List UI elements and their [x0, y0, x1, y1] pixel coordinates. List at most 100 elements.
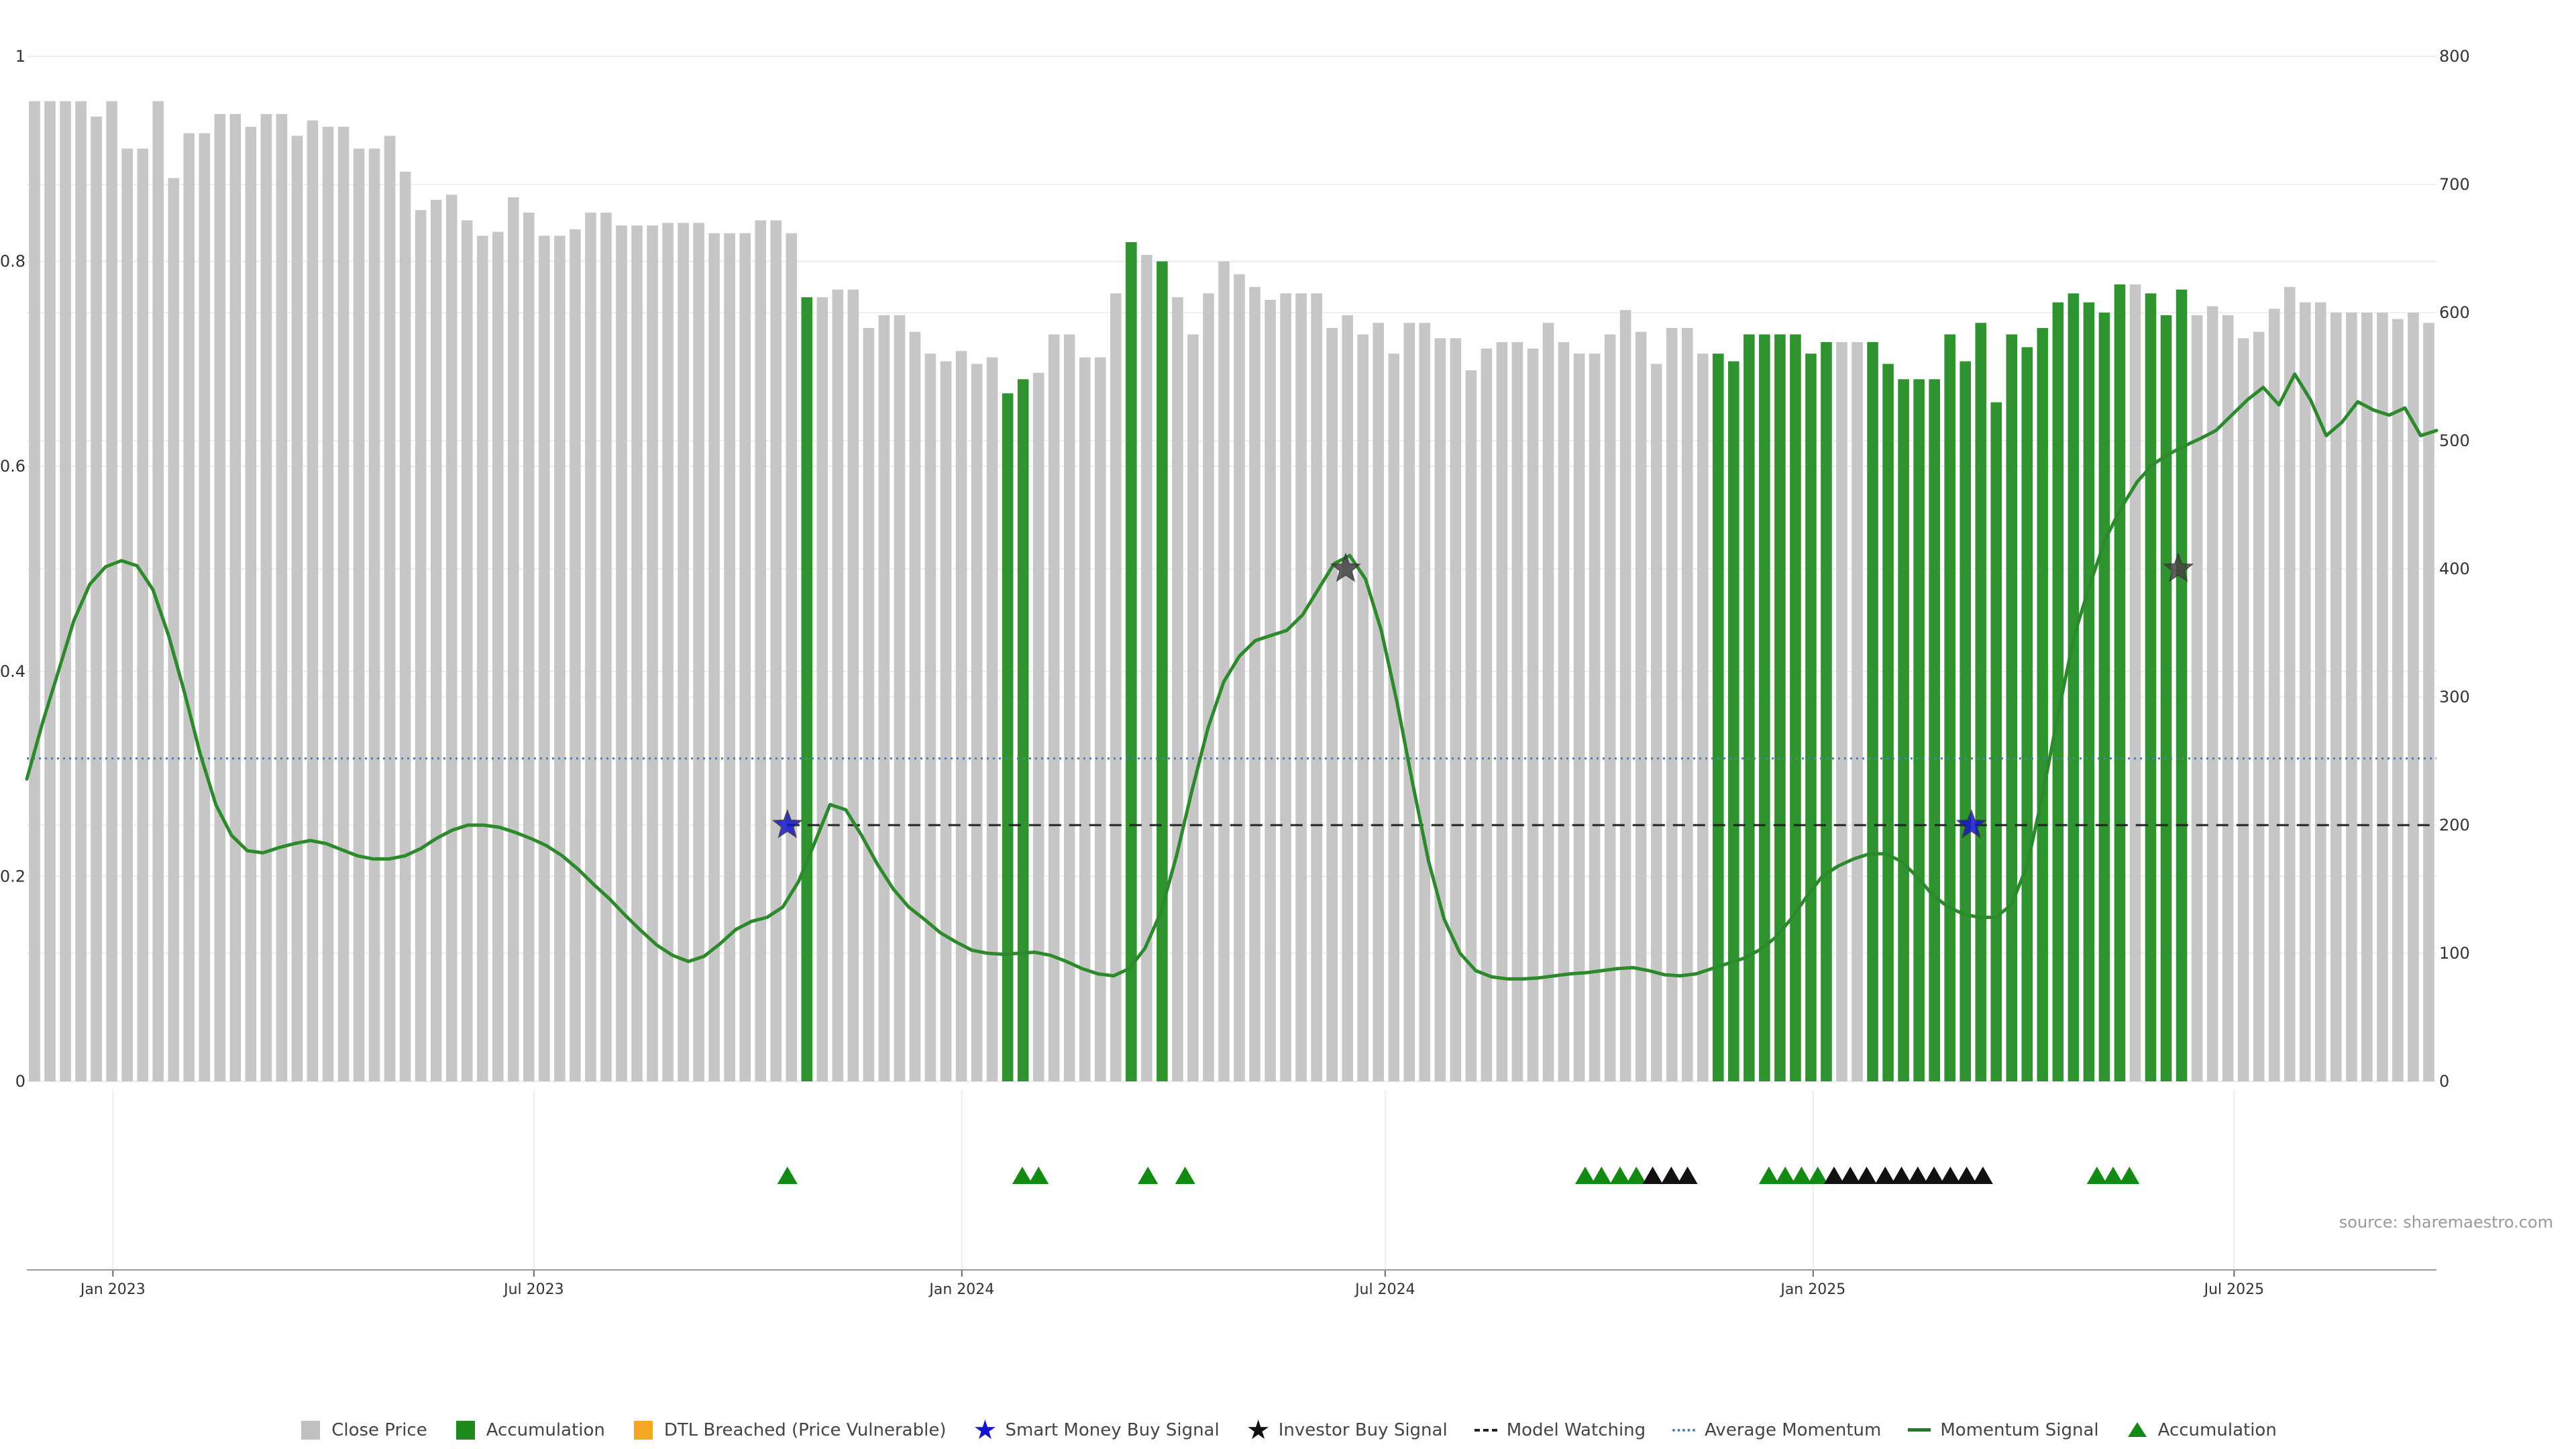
left-tick-label: 0: [15, 1072, 25, 1091]
accumulation-marker: [1626, 1167, 1647, 1184]
accumulation-bar: [1821, 341, 1832, 1082]
close-price-bar: [786, 233, 798, 1082]
close-price-bar: [1218, 261, 1230, 1082]
close-price-bar: [832, 289, 844, 1081]
accumulation-bar: [801, 297, 813, 1082]
close-price-bar: [1094, 357, 1106, 1081]
close-price-bar: [1342, 315, 1353, 1081]
accumulation-bar: [1126, 241, 1137, 1082]
accumulation-marker: [1791, 1167, 1812, 1184]
close-price-bar: [986, 357, 998, 1081]
close-price-bar: [1280, 293, 1291, 1082]
momentum-signal: [25, 372, 2438, 981]
legend-swatch: [454, 1421, 477, 1440]
close-price-bar: [1172, 297, 1183, 1082]
accumulation-marker: [1575, 1167, 1596, 1184]
legend-label: Model Watching: [1506, 1420, 1646, 1440]
close-price-bar: [291, 136, 303, 1081]
close-price-bar: [2377, 313, 2388, 1081]
close-price-bar: [2392, 319, 2404, 1081]
accumulation-bar: [2068, 293, 2080, 1082]
close-price-bar: [693, 223, 704, 1081]
accumulation-bar: [2083, 302, 2095, 1082]
close-price-bar: [1527, 348, 1539, 1081]
legend-item: Momentum Signal: [1908, 1420, 2099, 1440]
close-price-bar: [631, 225, 643, 1081]
source-note: source: sharemaestro.com: [2339, 1213, 2553, 1232]
close-price-bar: [508, 197, 519, 1082]
smart-money-buy-signal: [771, 808, 803, 839]
x-tick-label: Jan 2025: [1779, 1281, 1845, 1298]
accumulation-bar: [1002, 393, 1014, 1081]
legend-item: Accumulation: [2126, 1420, 2277, 1440]
accumulation-marker-strong: [1956, 1167, 1977, 1184]
close-price-bar: [2346, 313, 2357, 1081]
legend-label: DTL Breached (Price Vulnerable): [663, 1420, 947, 1440]
close-price-bar: [384, 136, 396, 1081]
close-price-bar: [476, 235, 488, 1081]
close-price-bar: [121, 148, 133, 1081]
accumulation-bar: [1960, 361, 1972, 1081]
accumulation-marker: [1775, 1167, 1796, 1184]
accumulation-bar: [2021, 347, 2033, 1081]
accumulation-marker-strong: [1856, 1167, 1877, 1184]
accumulation-marker: [2086, 1167, 2107, 1184]
close-price-bar: [1851, 341, 1863, 1082]
close-price-bar: [75, 101, 87, 1082]
left-tick-label: 1: [15, 47, 25, 66]
accumulation-marker-strong: [1891, 1167, 1912, 1184]
close-price-bar: [1079, 357, 1091, 1081]
accumulation-marker: [1138, 1167, 1159, 1184]
legend-swatch: ★: [973, 1415, 998, 1446]
close-price-bar: [955, 351, 967, 1081]
legend-swatch: ★: [1246, 1415, 1271, 1446]
close-price-bar: [1589, 354, 1601, 1081]
legend-label: Accumulation: [486, 1420, 605, 1440]
accumulation-marker-strong: [1824, 1167, 1844, 1184]
close-price-bar: [430, 199, 442, 1081]
accumulation-marker: [1591, 1167, 1612, 1184]
close-price-bars: [29, 101, 2434, 1082]
accumulation-marker: [777, 1167, 798, 1184]
left-tick-label: 0.6: [0, 457, 25, 476]
close-price-bar: [1604, 334, 1616, 1082]
right-tick-label: 200: [2439, 816, 2470, 835]
close-price-bar: [1203, 293, 1214, 1082]
close-price-bar: [461, 220, 473, 1082]
legend-item: DTL Breached (Price Vulnerable): [632, 1420, 947, 1440]
accumulation-marker-strong: [1677, 1167, 1698, 1184]
accumulation-bar: [1790, 334, 1801, 1082]
close-price-bar: [2315, 302, 2326, 1082]
investor-buy-signal: [2163, 552, 2194, 582]
close-price-bar: [2268, 309, 2280, 1081]
close-price-bar: [445, 195, 458, 1081]
legend-label: Accumulation: [2157, 1420, 2277, 1440]
legend-swatch: [2126, 1421, 2149, 1440]
close-price-bar: [1573, 354, 1585, 1081]
close-price-bar: [940, 361, 952, 1081]
accumulation-bar: [1944, 334, 1955, 1082]
left-tick-label: 0.4: [0, 662, 25, 681]
close-price-bar: [1666, 327, 1678, 1081]
accumulation-marker: [2119, 1167, 2140, 1184]
accumulation-marker-strong: [1940, 1167, 1961, 1184]
close-price-bar: [1465, 370, 1477, 1082]
close-price-bar: [2253, 331, 2265, 1081]
right-tick-label: 800: [2439, 47, 2470, 66]
close-price-bar: [1558, 341, 1570, 1082]
legend-item: Close Price: [299, 1420, 427, 1440]
accumulation-marker-strong: [1642, 1167, 1663, 1184]
accumulation-marker: [1610, 1167, 1631, 1184]
x-tick-label: Jul 2025: [2203, 1281, 2265, 1298]
accumulation-bar: [1929, 379, 1940, 1081]
close-price-bar: [678, 223, 689, 1081]
x-tick-label: Jan 2023: [79, 1281, 146, 1298]
close-price-bar: [1326, 327, 1338, 1081]
accumulation-marker-strong: [1875, 1167, 1896, 1184]
close-price-bar: [168, 178, 180, 1082]
close-price-bar: [1388, 354, 1400, 1081]
legend-label: Momentum Signal: [1940, 1420, 2099, 1440]
momentum-signal-line: [25, 372, 2438, 981]
close-price-bar: [585, 213, 596, 1081]
close-price-bar: [647, 225, 658, 1081]
